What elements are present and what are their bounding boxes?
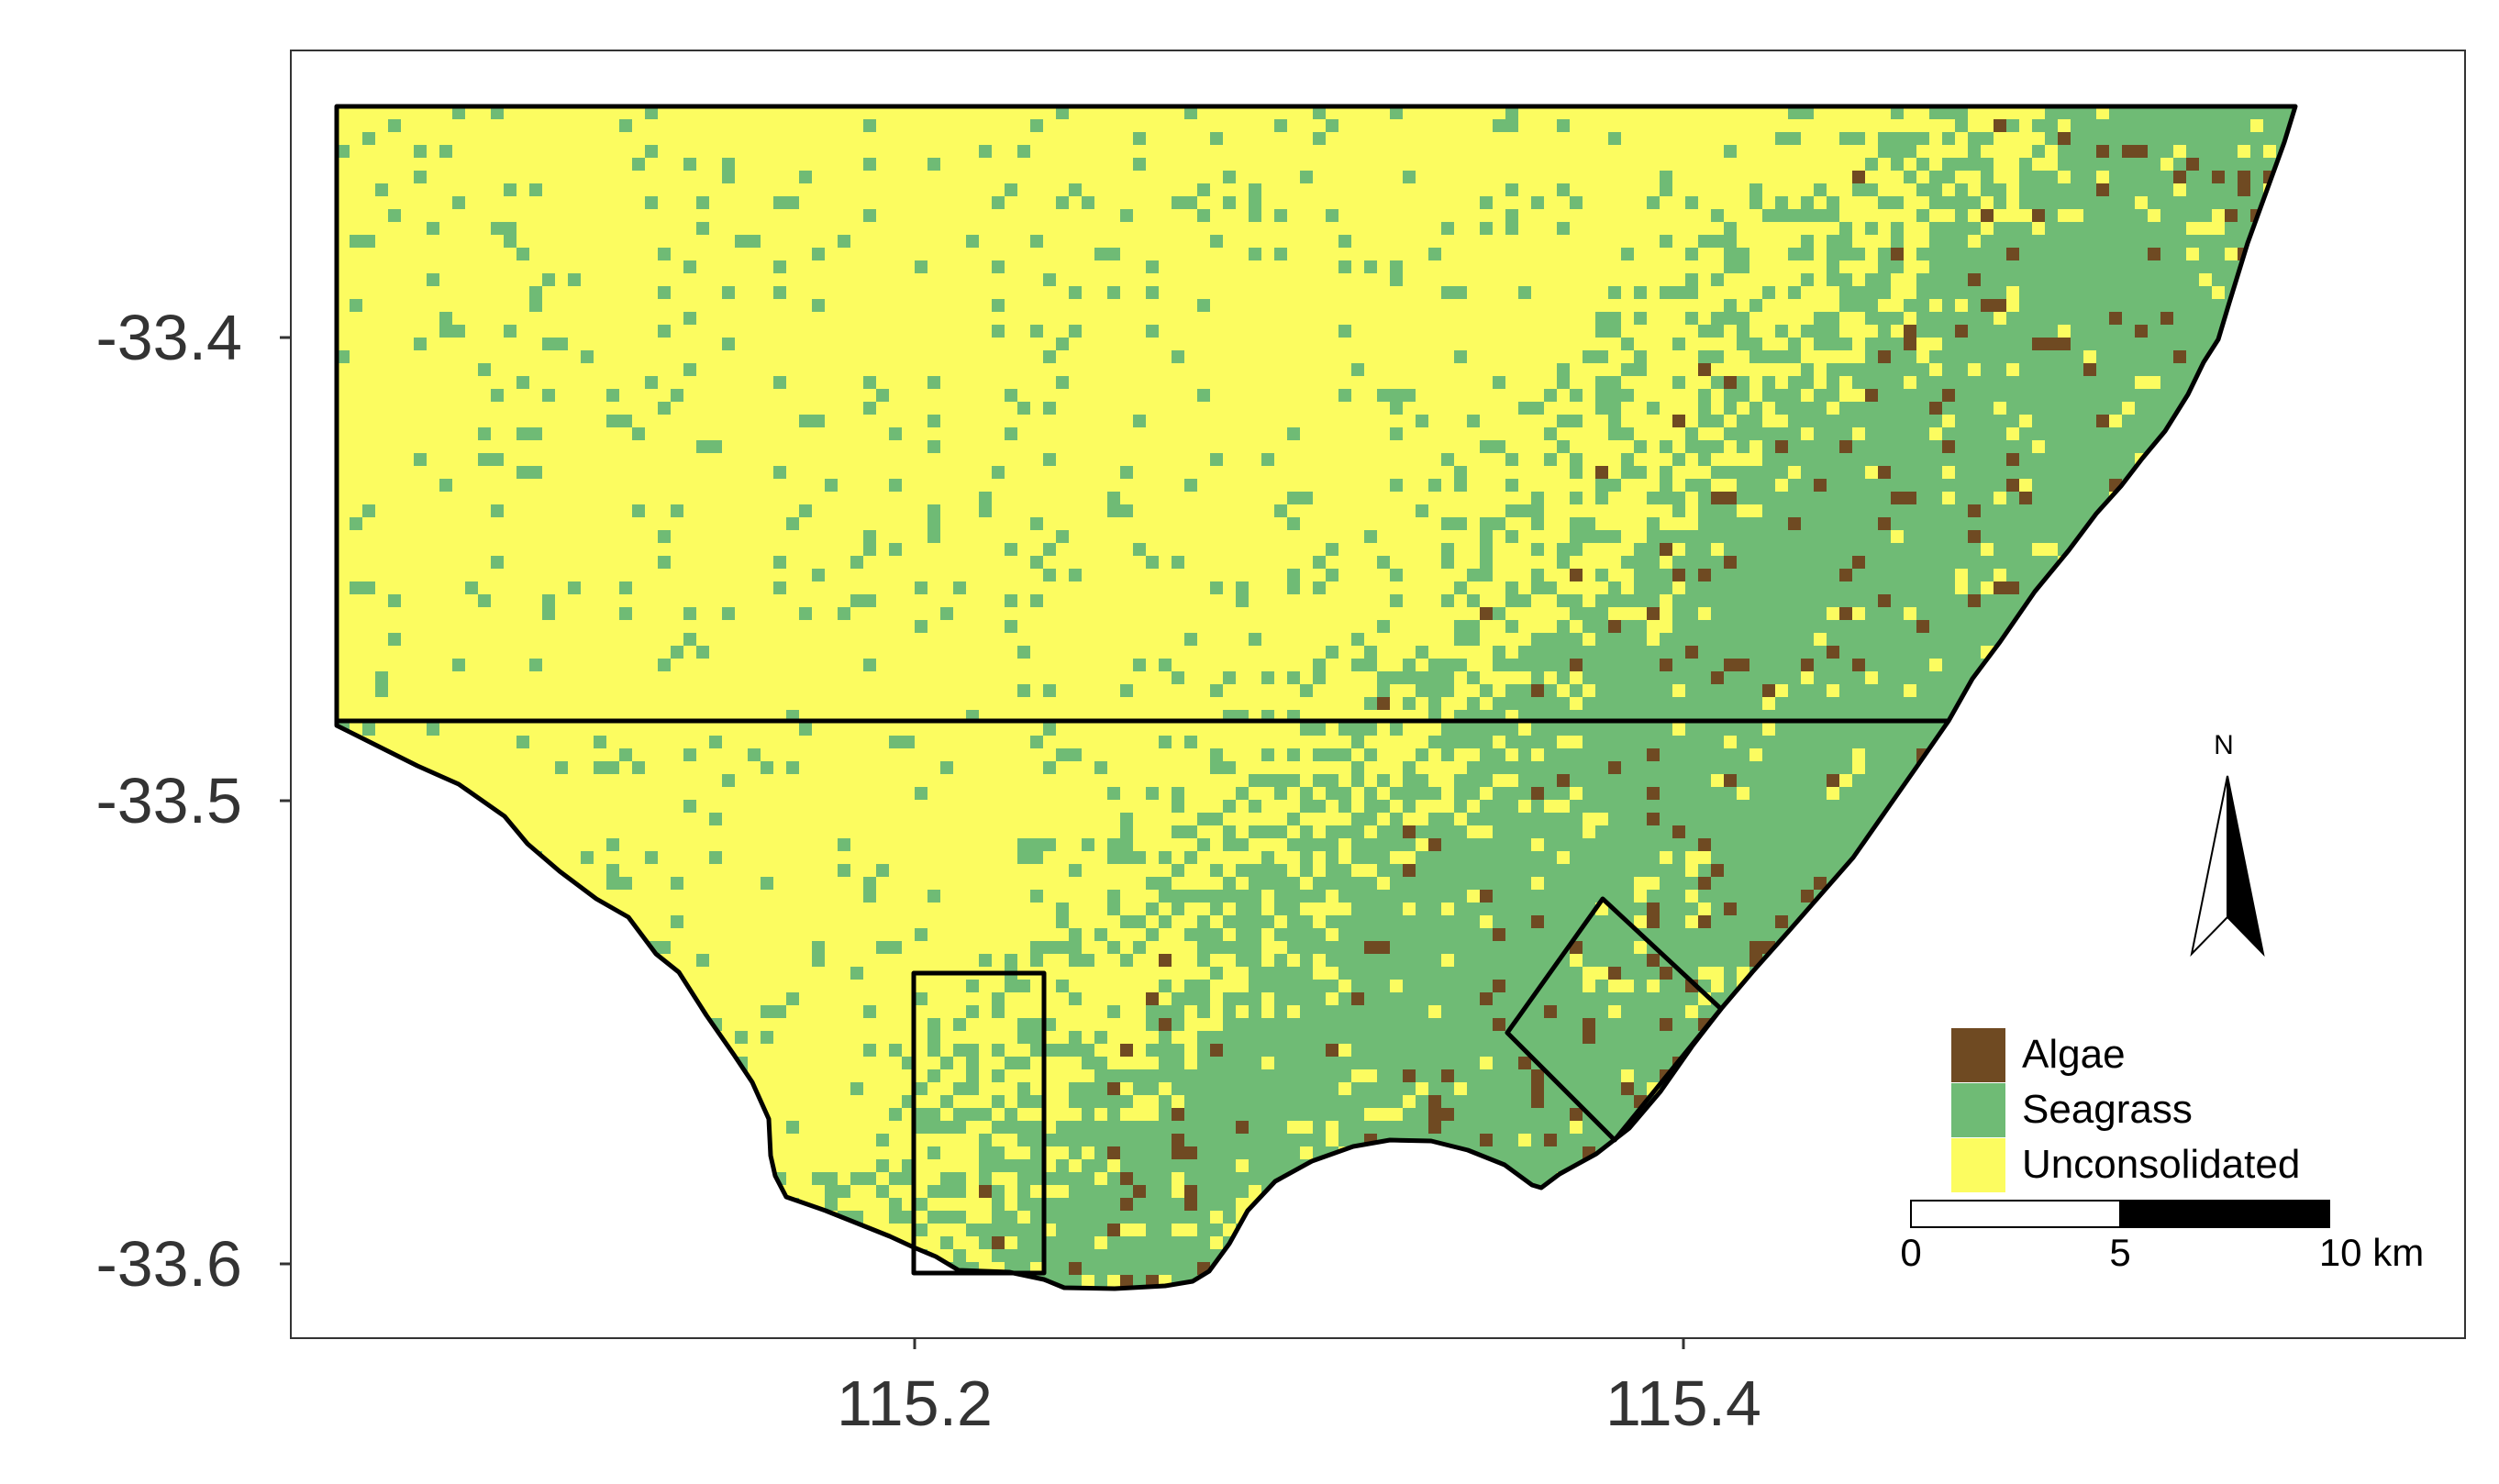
y-axis-label-2: -33.5 <box>95 765 242 836</box>
x-axis-label-1: 115.2 <box>837 1368 993 1439</box>
scale-tick-5: 5 <box>2109 1231 2131 1274</box>
axis-ticks <box>280 336 1685 1349</box>
north-label: N <box>2214 730 2234 760</box>
x-axis-label-2: 115.4 <box>1605 1368 1761 1439</box>
seagrass-swatch <box>1951 1082 2005 1137</box>
legend-label-algae: Algae <box>2022 1032 2126 1077</box>
legend-item-algae: Algae <box>1951 1027 2300 1082</box>
y-axis-label-3: -33.6 <box>95 1228 242 1300</box>
unconsolidated-swatch <box>1951 1137 2005 1192</box>
study-area-outline <box>334 104 2298 1291</box>
algae-cells <box>825 119 2295 1288</box>
algae-swatch <box>1951 1027 2005 1082</box>
scale-tick-0: 0 <box>1900 1231 1922 1274</box>
box-region-diamond <box>1505 896 1724 1143</box>
legend-item-unconsolidated: Unconsolidated <box>1951 1137 2300 1192</box>
legend: Algae Seagrass Unconsolidated <box>1951 1027 2300 1192</box>
region-outlines <box>334 104 2298 1291</box>
scale-bar <box>1910 1200 2330 1228</box>
y-axis-label-1: -33.4 <box>95 302 242 373</box>
legend-label-seagrass: Seagrass <box>2022 1087 2193 1132</box>
legend-item-seagrass: Seagrass <box>1951 1082 2300 1137</box>
north-arrow-icon <box>2190 775 2265 958</box>
box-region-west <box>911 970 1047 1276</box>
scale-tick-10: 10 km <box>2318 1231 2425 1274</box>
legend-label-unconsolidated: Unconsolidated <box>2022 1142 2301 1187</box>
